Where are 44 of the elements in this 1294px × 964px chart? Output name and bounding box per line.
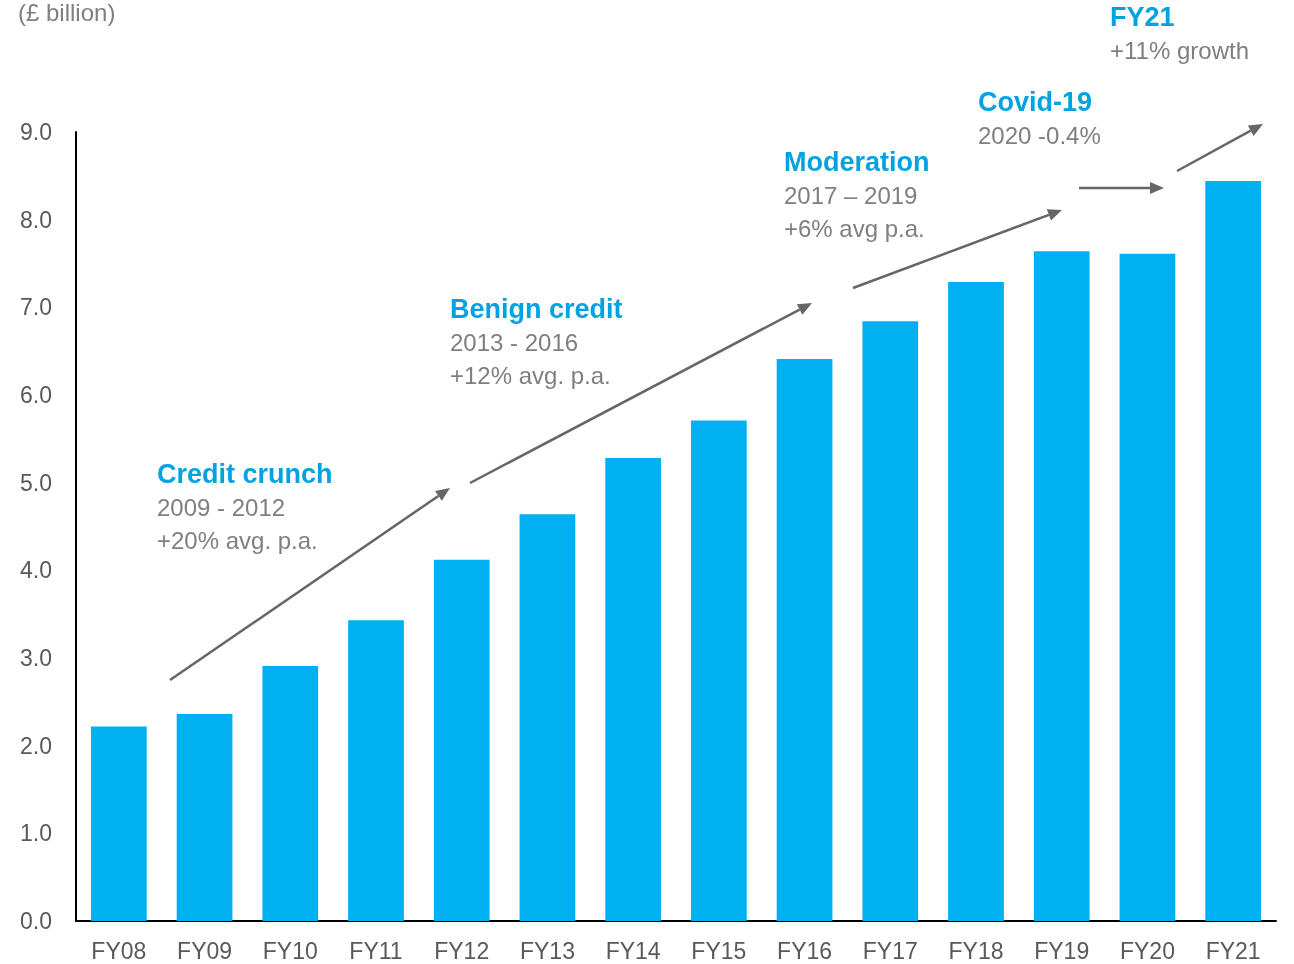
- bar: [176, 714, 233, 921]
- y-tick-label: 8.0: [20, 206, 52, 233]
- bar: [691, 420, 747, 921]
- bar: [348, 620, 404, 921]
- y-tick-label: 3.0: [20, 645, 52, 671]
- x-tick-label: FY14: [605, 937, 661, 964]
- bar: [948, 281, 1004, 921]
- y-tick-label: 7.0: [20, 294, 52, 321]
- annotation: Moderation 2017 – 2019 +6% avg p.a.: [784, 146, 930, 242]
- bar: [519, 514, 576, 921]
- x-tick-label: FY16: [777, 937, 833, 964]
- y-tick-label: 1.0: [20, 820, 52, 847]
- y-axis-title: (£ billion): [18, 0, 116, 26]
- bar: [776, 359, 833, 921]
- y-tick-label: 2.0: [20, 732, 52, 759]
- y-tick-label: 4.0: [20, 557, 52, 584]
- y-tick-label: 5.0: [20, 469, 52, 496]
- bar: [605, 458, 661, 921]
- x-tick-label: FY21: [1205, 937, 1261, 964]
- x-tick-label: FY10: [262, 937, 318, 964]
- annotation: Credit crunch 2009 - 2012 +20% avg. p.a.: [157, 458, 333, 554]
- annotation: Benign credit 2013 - 2016 +12% avg. p.a.: [450, 293, 623, 389]
- x-tick-label: FY12: [434, 937, 490, 964]
- x-tick-label: FY08: [91, 937, 147, 964]
- x-tick-label: FY17: [862, 937, 918, 964]
- x-tick-label: FY19: [1034, 937, 1090, 964]
- bar: [1033, 251, 1090, 921]
- bar: [433, 559, 490, 921]
- bar: [262, 665, 319, 921]
- bar: [862, 321, 919, 921]
- bar: [91, 726, 147, 921]
- bar: [1205, 181, 1261, 921]
- text: FY21 +11% growth: [1110, 1, 1249, 64]
- y-tick-label: 0.0: [20, 908, 52, 934]
- annotation: Covid-19 2020 -0.4%: [978, 86, 1101, 149]
- x-tick-label: FY15: [691, 937, 747, 964]
- y-tick-label: 9.0: [20, 119, 52, 145]
- y-tick-label: 6.0: [20, 382, 52, 408]
- x-tick-label: FY09: [177, 937, 233, 964]
- x-tick-label: FY18: [948, 937, 1004, 964]
- x-tick-label: FY11: [349, 937, 403, 964]
- x-tick-label: FY13: [519, 937, 575, 964]
- x-tick-label: FY20: [1119, 937, 1175, 964]
- bar: [1119, 253, 1176, 921]
